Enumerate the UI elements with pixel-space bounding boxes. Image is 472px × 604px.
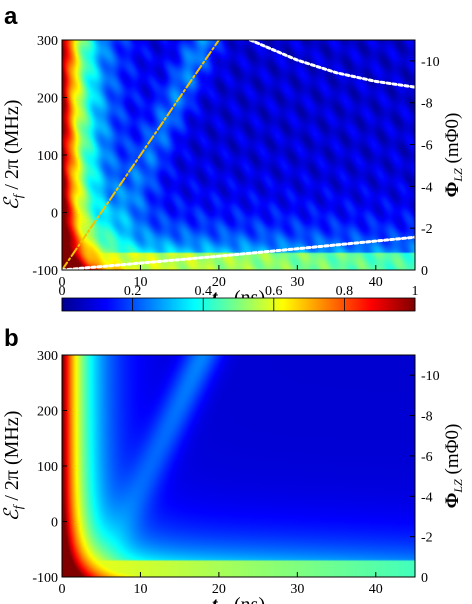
colorbar-tick-label: 0 — [59, 284, 66, 299]
panel-b-y-tick-label: -100 — [32, 571, 58, 586]
panel-a-x-tick-label: 0 — [59, 275, 66, 290]
panel-letter-a: a — [4, 3, 18, 30]
panel-a-y-tick-label: -100 — [32, 264, 58, 279]
panel-a-x-tick-label: 30 — [290, 275, 304, 290]
panel-b-x-tick-label: 10 — [133, 582, 147, 597]
colorbar-tick-label: 1 — [412, 284, 419, 299]
panel-b-y-tick-label: 300 — [37, 349, 58, 364]
panel-a-y2-tick-label: -8 — [421, 97, 433, 112]
panel-a-y-tick-label: 0 — [51, 207, 58, 222]
panel-b-y2-tick-label: -4 — [421, 490, 433, 505]
panel-b-x-tick-label: 0 — [59, 582, 66, 597]
colorbar-tick-label: 0.2 — [124, 284, 142, 299]
panel-a-y-tick-label: 300 — [37, 34, 58, 49]
panel-b-x-tick-label: 40 — [369, 582, 383, 597]
panel-a-y2-tick-label: -10 — [421, 55, 440, 70]
panel-b-y2-tick-label: -10 — [421, 369, 440, 384]
colorbar-tick-label: 0.8 — [336, 284, 354, 299]
panel-a-overlays — [62, 40, 415, 270]
panel-b-y-tick-label: 200 — [37, 405, 58, 420]
panel-a-y2-tick-label: -2 — [421, 222, 433, 237]
panel-b-y2-tick-label: -2 — [421, 531, 433, 546]
panel-a-y-axis-label: ℰf / 2π (MHz) — [1, 100, 25, 211]
dotted-curve-2 — [248, 40, 415, 89]
panel-b-y-axis-label: ℰf / 2π (MHz) — [1, 411, 25, 522]
panel-b-x-tick-label: 20 — [212, 582, 226, 597]
panel-a-y-tick-label: 100 — [37, 149, 58, 164]
panel-a-y2-tick-label: -4 — [421, 180, 433, 195]
panel-a-heatmap — [62, 40, 415, 270]
panel-b-heatmap — [62, 355, 415, 577]
panel-b-y-tick-label: 100 — [37, 460, 58, 475]
colorbar-tick-label: 0.4 — [194, 284, 212, 299]
panel-a-y2-axis-label: ΦLZ (mΦ0) — [442, 113, 465, 198]
panel-b-y-tick-label: 0 — [51, 516, 58, 531]
panel-a-y2-tick-label: 0 — [421, 264, 428, 279]
panel-b-y2-tick-label: 0 — [421, 571, 428, 586]
panel-b-y2-tick-label: -8 — [421, 410, 433, 425]
panel-b-y2-tick-label: -6 — [421, 450, 433, 465]
panel-letter-b: b — [4, 325, 19, 352]
panel-a-x-tick-label: 10 — [133, 275, 147, 290]
dashdot-line — [62, 40, 220, 270]
colorbar: 0 0.2 0.4 0.6 0.8 1 — [59, 284, 419, 312]
dotted-curve-1 — [62, 235, 415, 270]
panel-b-x-tick-label: 30 — [290, 582, 304, 597]
panel-a-y-tick-label: 200 — [37, 92, 58, 107]
panel-a-y2-tick-label: -6 — [421, 139, 433, 154]
panel-a-x-tick-label: 20 — [212, 275, 226, 290]
panel-b-y2-axis-label: ΦLZ (mΦ0) — [442, 424, 465, 509]
colorbar-gradient — [61, 297, 416, 312]
panel-a-x-tick-label: 40 — [369, 275, 383, 290]
colorbar-tick-label: 0.6 — [265, 284, 283, 299]
